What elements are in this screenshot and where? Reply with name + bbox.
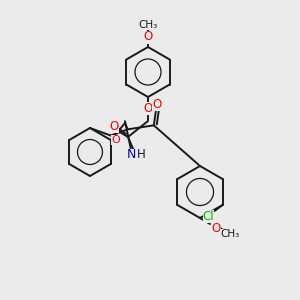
Text: N: N	[126, 148, 136, 161]
Text: O: O	[143, 31, 153, 44]
Text: O: O	[110, 119, 118, 133]
Text: Cl: Cl	[203, 209, 214, 223]
Text: O: O	[152, 98, 161, 111]
Text: CH₃: CH₃	[220, 229, 240, 239]
Text: O: O	[111, 134, 120, 145]
Text: H: H	[136, 148, 146, 161]
Text: O: O	[212, 221, 220, 235]
Text: CH₃: CH₃	[138, 20, 158, 30]
Text: O: O	[143, 101, 153, 115]
